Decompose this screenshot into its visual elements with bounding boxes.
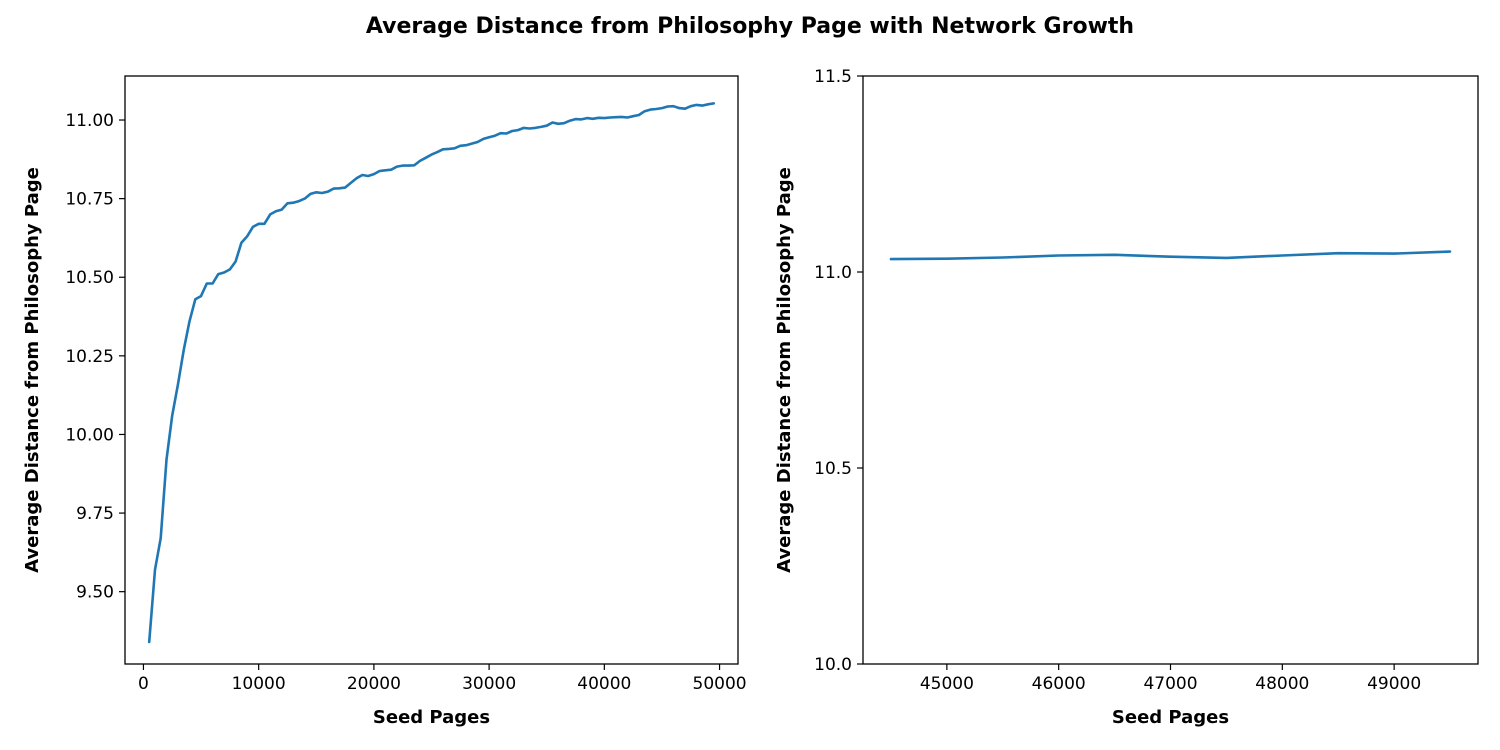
- right-x-tick-label: 47000: [1143, 674, 1197, 694]
- right-y-tick-label: 10.0: [814, 655, 852, 675]
- right-x-tick-label: 49000: [1367, 674, 1421, 694]
- left-series: [147, 102, 716, 644]
- right-y-tick-label: 10.5: [814, 459, 852, 479]
- left-x-tick-label: 10000: [232, 674, 286, 694]
- left-y-tick-label: 10.25: [65, 347, 114, 367]
- right-x-tick-label: 46000: [1032, 674, 1086, 694]
- right-series-line: [889, 250, 1452, 261]
- right-x-tick-label: 48000: [1255, 674, 1309, 694]
- left-x-tick-label: 40000: [577, 674, 631, 694]
- left-y-tick-label: 9.75: [76, 504, 114, 524]
- left-x-tick-label: 20000: [347, 674, 401, 694]
- right-x-ticks: 45000 46000 47000 48000 49000: [920, 664, 1421, 694]
- right-y-ticks: 10.0 10.5 11.0 11.5: [814, 67, 863, 675]
- right-plot-frame: [862, 75, 1479, 665]
- left-y-tick-label: 11.00: [65, 111, 114, 131]
- left-x-axis-label: Seed Pages: [373, 707, 490, 728]
- left-plot-frame: [124, 75, 739, 665]
- left-y-ticks: 9.50 9.75 10.00 10.25 10.50 10.75 11.00: [65, 111, 125, 603]
- right-y-axis-label: Average Distance from Philosophy Page: [774, 167, 795, 573]
- right-x-axis-label: Seed Pages: [1112, 707, 1229, 728]
- left-x-tick-label: 50000: [693, 674, 747, 694]
- left-x-ticks: 0 10000 20000 30000 40000 50000: [138, 664, 747, 694]
- right-y-tick-label: 11.5: [814, 67, 852, 87]
- right-series: [889, 250, 1452, 261]
- left-x-tick-label: 0: [138, 674, 149, 694]
- left-panel: 0 10000 20000 30000 40000 50000 9.50 9.75 10.00…: [22, 75, 747, 728]
- right-x-tick-label: 45000: [920, 674, 974, 694]
- left-series-line: [147, 102, 716, 644]
- left-y-tick-label: 9.50: [76, 583, 114, 603]
- right-y-tick-label: 11.0: [814, 263, 852, 283]
- left-x-tick-label: 30000: [462, 674, 516, 694]
- figure-suptitle: Average Distance from Philosophy Page wi…: [366, 14, 1134, 39]
- left-y-tick-label: 10.50: [65, 268, 114, 288]
- left-y-axis-label: Average Distance from Philosophy Page: [22, 167, 43, 573]
- right-panel: 45000 46000 47000 48000 49000 10.0 10.5 11.0 11…: [774, 67, 1479, 728]
- left-y-tick-label: 10.00: [65, 425, 114, 445]
- left-y-tick-label: 10.75: [65, 190, 114, 210]
